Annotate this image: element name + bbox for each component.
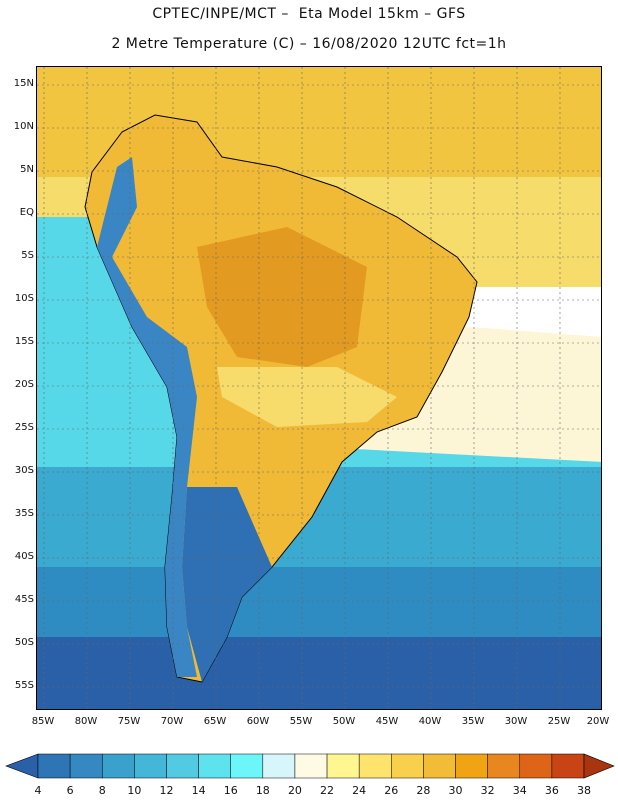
colorbar-cell bbox=[262, 753, 296, 779]
lat-label-30s: 30S bbox=[14, 465, 34, 476]
lat-label-50s: 50S bbox=[14, 637, 34, 648]
colorbar-cell bbox=[294, 753, 328, 779]
colorbar-cell bbox=[551, 753, 585, 779]
colorbar bbox=[5, 753, 615, 779]
lon-label-85w: 85W bbox=[31, 716, 55, 727]
lon-label-55w: 55W bbox=[289, 716, 313, 727]
colorbar-cell bbox=[198, 753, 231, 779]
colorbar-cell bbox=[326, 753, 360, 779]
colorbar-label: 34 bbox=[512, 784, 527, 797]
colorbar-label: 32 bbox=[480, 784, 495, 797]
land-patagonia bbox=[182, 487, 272, 682]
colorbar-label: 24 bbox=[352, 784, 367, 797]
colorbar-cell bbox=[391, 753, 424, 779]
colorbar-high-arrow bbox=[583, 753, 615, 779]
lon-label-80w: 80W bbox=[74, 716, 98, 727]
map-title: CPTEC/INPE/MCT – Eta Model 15km – GFS bbox=[152, 6, 466, 22]
lat-label-35s: 35S bbox=[14, 508, 34, 519]
temperature-map bbox=[36, 66, 602, 710]
lat-label-5s: 5S bbox=[21, 250, 34, 261]
lon-label-50w: 50W bbox=[332, 716, 356, 727]
colorbar-label: 8 bbox=[98, 784, 106, 797]
colorbar-label: 20 bbox=[287, 784, 302, 797]
colorbar-label: 10 bbox=[127, 784, 142, 797]
colorbar-cell bbox=[69, 753, 103, 779]
lon-label-40w: 40W bbox=[418, 716, 442, 727]
colorbar-cell bbox=[358, 753, 392, 779]
colorbar-label: 30 bbox=[448, 784, 463, 797]
lat-label-15s: 15S bbox=[14, 336, 34, 347]
colorbar-cell bbox=[230, 753, 264, 779]
lon-label-25w: 25W bbox=[547, 716, 571, 727]
colorbar-cell bbox=[519, 753, 553, 779]
land-mild-region bbox=[217, 367, 397, 427]
colorbar-label: 26 bbox=[384, 784, 399, 797]
lon-label-75w: 75W bbox=[117, 716, 141, 727]
map-subtitle: 2 Metre Temperature (C) – 16/08/2020 12U… bbox=[111, 36, 507, 52]
colorbar-cell bbox=[423, 753, 456, 779]
lon-label-45w: 45W bbox=[375, 716, 399, 727]
land-hot-region bbox=[197, 227, 367, 367]
lon-label-70w: 70W bbox=[160, 716, 184, 727]
colorbar-cell bbox=[166, 753, 199, 779]
colorbar-cells bbox=[37, 753, 585, 779]
lat-label-10s: 10S bbox=[14, 293, 34, 304]
colorbar-label: 18 bbox=[255, 784, 270, 797]
land-andes-cold bbox=[97, 157, 197, 677]
colorbar-label: 22 bbox=[320, 784, 335, 797]
colorbar-cell bbox=[487, 753, 521, 779]
colorbar-low-arrow bbox=[5, 753, 39, 779]
colorbar-label: 16 bbox=[223, 784, 238, 797]
lon-label-35w: 35W bbox=[461, 716, 485, 727]
lat-label-25s: 25S bbox=[14, 422, 34, 433]
colorbar-label: 12 bbox=[159, 784, 174, 797]
lat-label-eq: EQ bbox=[19, 207, 34, 218]
colorbar-cell bbox=[37, 753, 71, 779]
lat-label-15n: 15N bbox=[13, 78, 34, 89]
lon-label-65w: 65W bbox=[203, 716, 227, 727]
lon-label-60w: 60W bbox=[246, 716, 270, 727]
colorbar-label: 4 bbox=[34, 784, 42, 797]
colorbar-cell bbox=[455, 753, 488, 779]
ocean-band-colder bbox=[37, 567, 601, 637]
graticule bbox=[37, 67, 601, 709]
colorbar-label: 38 bbox=[577, 784, 591, 797]
lon-label-30w: 30W bbox=[504, 716, 528, 727]
map-canvas bbox=[37, 67, 601, 709]
lat-label-5n: 5N bbox=[20, 164, 34, 175]
colorbar-label: 14 bbox=[191, 784, 206, 797]
colorbar-label: 36 bbox=[544, 784, 559, 797]
lat-label-10n: 10N bbox=[13, 121, 34, 132]
lon-label-20w: 20W bbox=[586, 716, 610, 727]
colorbar-label: 6 bbox=[66, 784, 74, 797]
lat-label-55s: 55S bbox=[14, 680, 34, 691]
ocean-band-coldest bbox=[37, 637, 601, 709]
colorbar-cell bbox=[134, 753, 167, 779]
lat-label-20s: 20S bbox=[14, 379, 34, 390]
colorbar-cell bbox=[101, 753, 135, 779]
lat-label-40s: 40S bbox=[14, 551, 34, 562]
lat-label-45s: 45S bbox=[14, 594, 34, 605]
colorbar-label: 28 bbox=[416, 784, 431, 797]
